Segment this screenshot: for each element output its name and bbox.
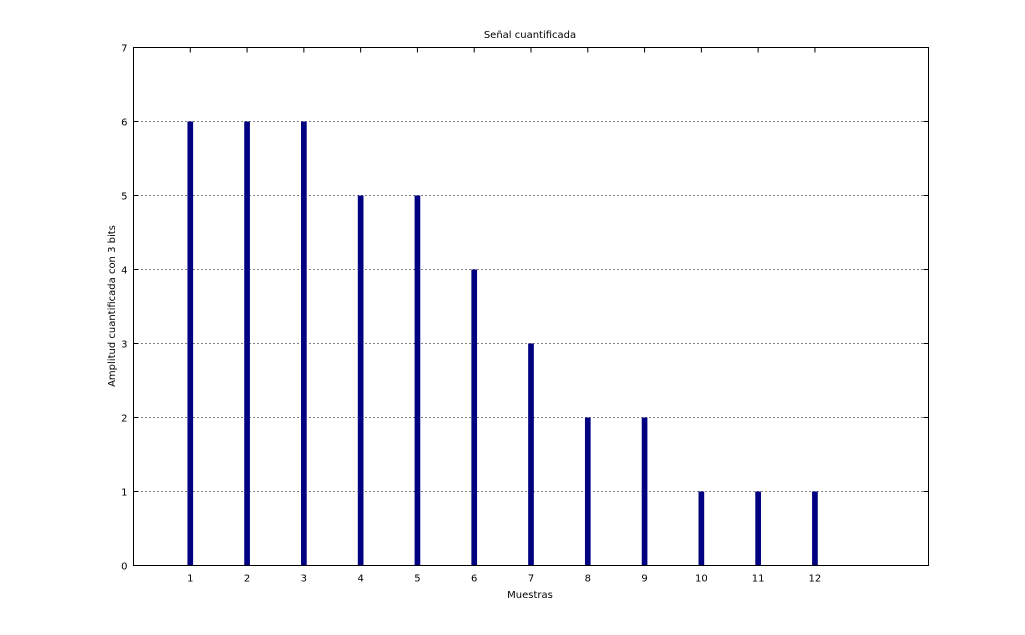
bar: [471, 269, 478, 566]
plot-frame: [133, 47, 929, 566]
y-tick-label: 7: [121, 44, 127, 55]
x-tick-label: 5: [414, 574, 420, 585]
y-tick-label: 3: [121, 340, 127, 351]
x-tick-label: 1: [187, 574, 193, 585]
y-tick-label: 4: [121, 266, 127, 277]
x-tick-label: 7: [528, 574, 534, 585]
chart-title: Señal cuantificada: [484, 30, 576, 41]
bar: [528, 343, 534, 566]
x-tick-label: 2: [244, 574, 250, 585]
bar: [357, 195, 364, 566]
bar: [584, 417, 591, 566]
x-tick-label: 9: [641, 574, 647, 585]
x-axis-label: Muestras: [507, 590, 553, 601]
y-tick-label: 0: [121, 562, 127, 573]
x-tick-label: 12: [809, 574, 822, 585]
y-tick-label: 2: [121, 414, 127, 425]
bar: [187, 121, 194, 566]
y-tick-label: 6: [121, 118, 127, 129]
bar: [641, 417, 648, 566]
bar: [414, 195, 421, 566]
x-tick-label: 10: [695, 574, 708, 585]
bar: [812, 491, 818, 566]
x-tick-label: 11: [752, 574, 765, 585]
x-tick-label: 6: [471, 574, 477, 585]
bar: [755, 491, 761, 566]
x-tick-label: 3: [301, 574, 307, 585]
y-tick-label: 1: [121, 488, 127, 499]
x-tick-label: 8: [585, 574, 591, 585]
x-tick-label: 4: [357, 574, 363, 585]
bar: [244, 121, 250, 566]
y-tick-label: 5: [121, 192, 127, 203]
bar: [301, 121, 307, 566]
bar: [698, 491, 705, 566]
y-axis-label: Amplitud cuantificada con 3 bits: [107, 225, 118, 387]
